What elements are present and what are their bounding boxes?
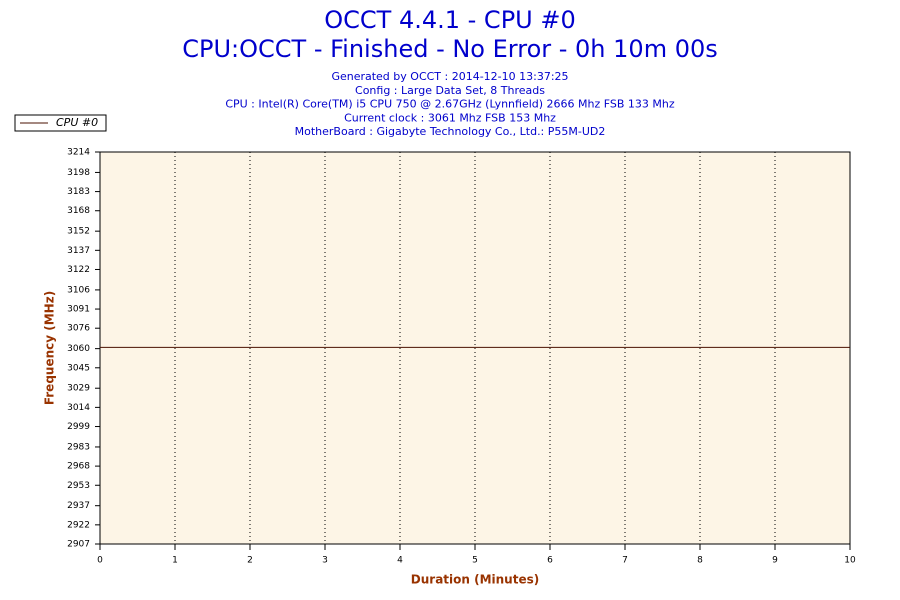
info-line: MotherBoard : Gigabyte Technology Co., L… [295,125,606,138]
chart-subtitle: CPU:OCCT - Finished - No Error - 0h 10m … [182,35,718,63]
y-tick-label: 3183 [67,187,90,197]
info-line: Generated by OCCT : 2014-12-10 13:37:25 [331,70,568,83]
x-tick-label: 0 [97,556,103,566]
x-tick-label: 3 [322,556,328,566]
x-tick-label: 9 [772,556,778,566]
x-tick-label: 4 [397,556,403,566]
y-tick-label: 3029 [67,384,90,394]
y-tick-label: 2968 [67,462,90,472]
x-tick-label: 2 [247,556,253,566]
y-axis-label: Frequency (MHz) [43,291,57,405]
legend-box [14,114,107,132]
info-line: Config : Large Data Set, 8 Threads [355,84,545,97]
x-tick-label: 1 [172,556,178,566]
y-tick-label: 3168 [67,206,90,216]
y-tick-label: 2983 [67,442,90,452]
y-tick-label: 2907 [67,540,90,550]
y-tick-label: 3014 [67,403,90,413]
y-tick-label: 3060 [67,344,90,354]
y-tick-label: 2937 [67,501,90,511]
x-tick-label: 6 [547,556,553,566]
y-tick-label: 3152 [67,227,90,237]
y-tick-label: 3122 [67,265,90,275]
x-axis-label: Duration (Minutes) [411,573,539,587]
y-tick-label: 2999 [67,422,90,432]
y-tick-label: 3214 [67,148,90,158]
x-tick-label: 7 [622,556,628,566]
x-tick-label: 5 [472,556,478,566]
y-tick-label: 3076 [67,324,90,334]
y-tick-label: 3106 [67,285,90,295]
y-tick-label: 3091 [67,305,90,315]
y-tick-label: 3198 [67,168,90,178]
y-tick-label: 3137 [67,246,90,256]
legend-label: CPU #0 [56,116,98,129]
info-line: CPU : Intel(R) Core(TM) i5 CPU 750 @ 2.6… [225,98,675,111]
y-tick-label: 2922 [67,520,90,530]
x-tick-label: 8 [697,556,703,566]
y-tick-label: 2953 [67,481,90,491]
chart-title: OCCT 4.4.1 - CPU #0 [324,6,575,34]
x-tick-label: 10 [844,556,856,566]
info-line: Current clock : 3061 Mhz FSB 153 Mhz [344,111,556,124]
y-tick-label: 3045 [67,363,90,373]
